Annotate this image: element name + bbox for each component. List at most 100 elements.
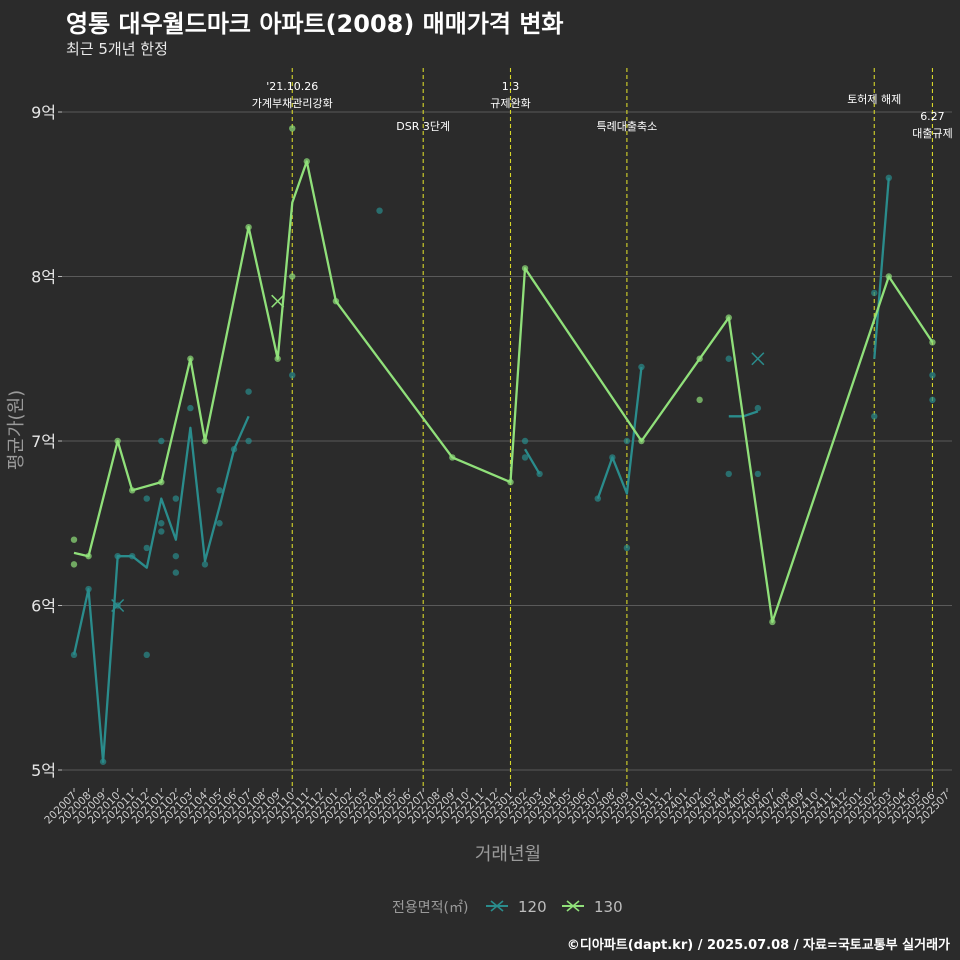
- series-120-point: [638, 363, 645, 371]
- event-label: 1.3: [502, 80, 520, 93]
- series-120-point: [594, 495, 601, 502]
- legend-title: 전용면적(㎡): [392, 900, 468, 916]
- series-130-point: [332, 297, 340, 305]
- series-130-point: [70, 536, 78, 543]
- event-label: 특례대출축소: [597, 120, 658, 133]
- series-120-point: [725, 355, 732, 362]
- series-130-point: [303, 158, 310, 165]
- series-130-point: [696, 355, 703, 362]
- series-120-point: [70, 651, 78, 659]
- series-120-cross-marker: [111, 598, 125, 613]
- legend-label: 120: [518, 898, 547, 916]
- series-120-line: [873, 177, 890, 359]
- series-130-point: [521, 265, 529, 272]
- series-120-point: [623, 437, 631, 445]
- series-130-point: [201, 437, 209, 445]
- series-120-point: [172, 495, 180, 502]
- axes: 5억6억7억8억9억202007202008202009202010202011…: [6, 103, 952, 865]
- series-120-point: [245, 388, 252, 395]
- series-120-point: [158, 520, 165, 527]
- series-120-line: [72, 415, 250, 763]
- series-130-point: [70, 561, 78, 568]
- series-130-point: [187, 355, 194, 362]
- series-130-cross-marker: [271, 294, 285, 308]
- series-130-point: [158, 478, 165, 486]
- series-120-point: [885, 174, 892, 181]
- series-120-point: [289, 372, 296, 379]
- series-120-point: [143, 495, 150, 502]
- series-130-point: [114, 437, 121, 445]
- series-120-point: [143, 651, 150, 659]
- y-tick-label: 7억: [31, 432, 56, 451]
- y-tick-label: 9억: [31, 103, 56, 122]
- series-130-point: [507, 478, 514, 486]
- y-tick-label: 5억: [31, 761, 56, 780]
- legend: 전용면적(㎡) 120 130: [392, 898, 623, 916]
- series-130-point: [289, 273, 296, 280]
- series-120-point: [871, 413, 878, 420]
- series-120-point: [623, 544, 631, 552]
- series-120-point: [172, 552, 180, 560]
- series-130-point: [885, 273, 892, 280]
- series-120-point: [201, 561, 209, 568]
- event-label: 가계부채관리강화: [252, 97, 333, 110]
- series-120-point: [754, 470, 762, 478]
- series-130-point: [289, 125, 296, 132]
- series-130-point: [85, 552, 92, 560]
- y-tick-label: 8억: [31, 268, 56, 287]
- series-120-point: [376, 207, 383, 214]
- x-axis-title: 거래년월: [475, 844, 541, 865]
- chart-subtitle: 최근 5개년 한정: [66, 40, 168, 58]
- series-layer: [70, 125, 936, 765]
- series-120-point: [245, 437, 252, 445]
- series-120-line: [524, 448, 541, 475]
- y-tick-label: 6억: [31, 597, 56, 616]
- series-120-point: [929, 372, 936, 379]
- series-120-point: [114, 552, 121, 560]
- legend-swatch-cross: [566, 900, 580, 912]
- series-130-point: [449, 454, 456, 461]
- series-120-point: [187, 404, 194, 412]
- series-120-point: [521, 437, 529, 445]
- series-130-point: [245, 223, 252, 231]
- legend-swatch-cross: [490, 900, 504, 912]
- series-120-point: [143, 544, 150, 552]
- series-120-point: [172, 569, 180, 576]
- event-label: 6.27: [920, 110, 945, 123]
- event-label: 토허제 해제: [847, 92, 901, 106]
- series-130-line: [73, 160, 934, 624]
- event-label: 대출규제: [912, 127, 952, 140]
- series-130-point: [638, 437, 645, 445]
- series-120-point: [725, 470, 732, 478]
- series-130-point: [929, 339, 936, 346]
- series-120-point: [230, 446, 238, 453]
- series-120-point: [609, 454, 616, 461]
- series-120-point: [216, 520, 223, 527]
- chart-title: 영통 대우월드마크 아파트(2008) 매매가격 변화: [66, 10, 564, 38]
- event-label: 규제완화: [490, 97, 530, 110]
- source-caption: ©디아파트(dapt.kr) / 2025.07.08 / 자료=국토교통부 실…: [566, 938, 950, 953]
- series-120-point: [929, 396, 936, 404]
- series-130-point: [274, 355, 281, 362]
- series-120-point: [158, 437, 165, 445]
- series-130-point: [696, 396, 703, 404]
- series-120-point: [754, 404, 762, 412]
- series-130-point: [769, 618, 776, 626]
- grid-lines: [62, 111, 952, 771]
- legend-label: 130: [594, 898, 623, 916]
- series-130-point: [129, 487, 136, 494]
- series-120-point: [85, 585, 92, 593]
- series-120-point: [536, 470, 543, 478]
- series-120-point: [158, 528, 165, 535]
- series-120-point: [871, 289, 878, 297]
- series-120-point: [521, 454, 529, 461]
- event-label: DSR 3단계: [396, 120, 450, 133]
- series-130-point: [725, 314, 732, 321]
- series-120-point: [216, 487, 223, 494]
- event-label: '21.10.26: [266, 80, 318, 93]
- series-120-cross-marker: [751, 352, 765, 366]
- series-120-point: [99, 758, 107, 765]
- y-axis-title: 평균가(원): [6, 390, 27, 470]
